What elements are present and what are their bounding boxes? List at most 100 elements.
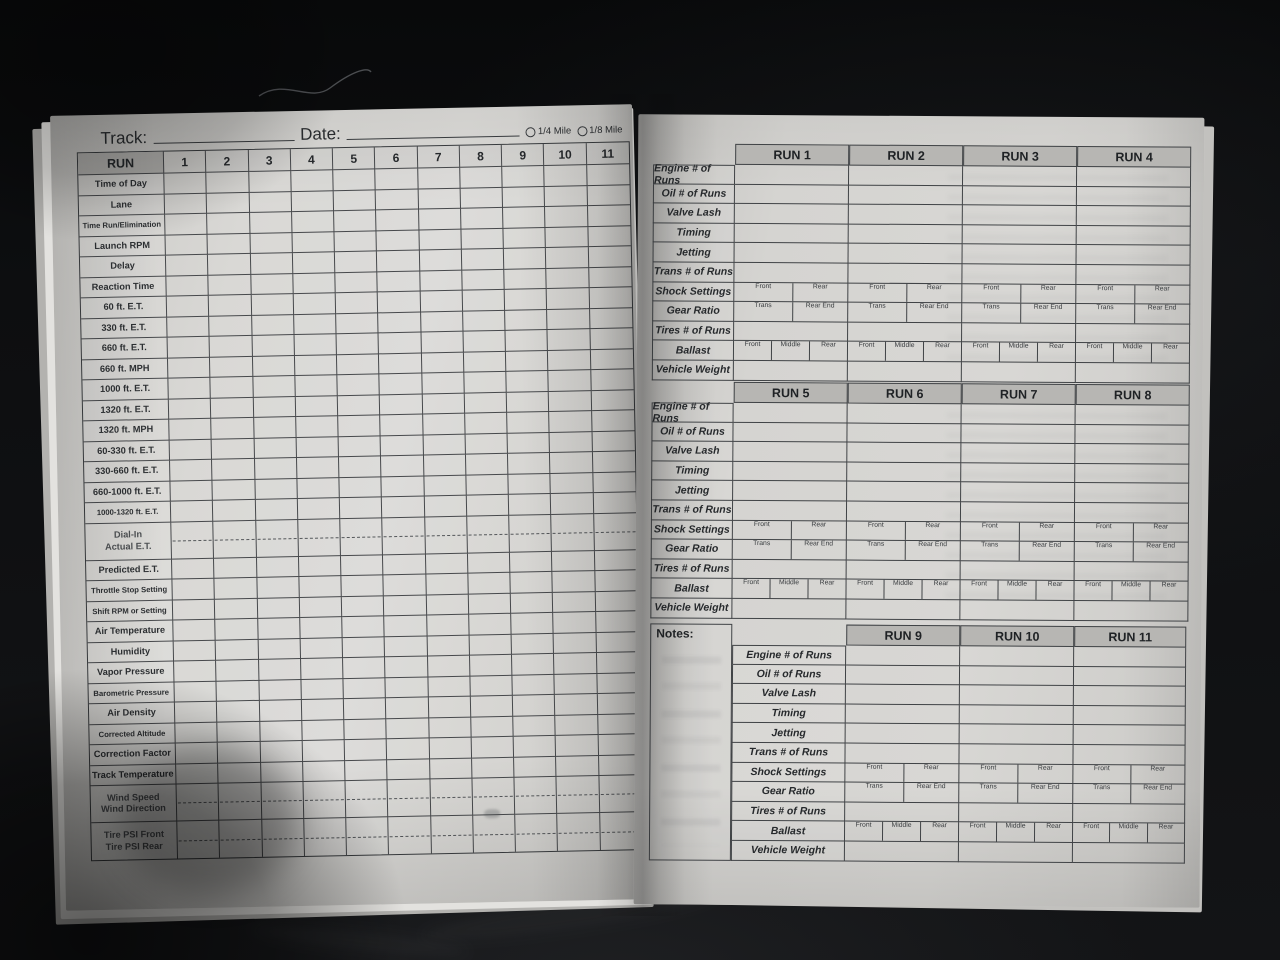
- row-label-line: 60-330 ft. E.T.: [97, 444, 156, 456]
- sub-cell-label: Rear End: [1146, 542, 1176, 550]
- grid-cell: [846, 645, 961, 666]
- sub-cell: Front: [959, 763, 1019, 783]
- run-header: RUN 4: [1077, 145, 1192, 168]
- sub-cell-label: Front: [1097, 284, 1114, 292]
- sub-cell: Rear: [1036, 581, 1073, 600]
- grid-cell: [595, 611, 639, 633]
- grid-cell: [338, 435, 382, 458]
- grid-cell: [1076, 264, 1191, 286]
- grid-cell: [504, 288, 548, 311]
- grid-cell: Front Middle Rear: [1075, 343, 1191, 364]
- grid-cell: [732, 598, 847, 620]
- sub-cell-label: Middle: [780, 341, 801, 349]
- grid-cell: [462, 289, 506, 312]
- grid-cell: [252, 355, 296, 377]
- grid-cell: Front Rear: [848, 283, 963, 304]
- grid-cell: [961, 463, 1076, 484]
- grid-cell: [505, 329, 549, 352]
- grid-cell: [848, 263, 963, 284]
- grid-cell: [551, 493, 594, 515]
- grid-cell: [505, 309, 548, 331]
- grid-cell: [294, 354, 338, 377]
- grid-cell: [423, 434, 466, 456]
- grid-cell: [588, 266, 632, 289]
- grid-cell: [550, 472, 594, 494]
- grid-cell: [254, 437, 297, 459]
- row-label: Vehicle Weight: [730, 840, 845, 862]
- row-label: Timing: [731, 703, 846, 724]
- grid-cell: [424, 495, 468, 517]
- grid-cell: [334, 251, 378, 273]
- sub-cell-label: Middle: [1008, 342, 1029, 351]
- grid-cell: Front Middle Rear: [961, 342, 1077, 363]
- row-label: 660 ft. MPH: [81, 358, 169, 381]
- sub-cell-label: Rear: [1037, 764, 1053, 772]
- sub-cell-label: Rear End: [918, 541, 948, 549]
- sub-cell: Trans: [732, 540, 792, 559]
- grid-cell: [299, 596, 343, 619]
- grid-cell: Front Middle Rear: [733, 341, 849, 362]
- sub-cell-label: Middle: [894, 342, 915, 350]
- grid-cell: [590, 348, 634, 371]
- grid-cell: [465, 412, 508, 435]
- run-header: RUN 9: [846, 624, 961, 647]
- grid-cell: [508, 493, 552, 516]
- grid-cell: [545, 206, 589, 228]
- grid-cell: [595, 590, 639, 613]
- grid-cell: [336, 333, 380, 355]
- sub-cell: Front: [958, 822, 998, 842]
- hand-shadow-lobe: [120, 745, 300, 895]
- grid-cell: [848, 322, 963, 343]
- run-number-header: 11: [586, 142, 630, 166]
- dashed-writein-line: [510, 532, 551, 535]
- grid-cell: [961, 362, 1076, 383]
- grid-cell: [589, 287, 633, 309]
- grid-cell: [547, 288, 590, 310]
- grid-cell: [463, 351, 507, 373]
- row-label: Jetting: [731, 723, 846, 744]
- grid-cell: Front Rear: [960, 521, 1075, 543]
- sub-cell-label: Trans: [981, 541, 999, 549]
- grid-cell: [471, 736, 515, 759]
- row-label: Jetting: [652, 242, 735, 263]
- grid-cell: [1076, 166, 1192, 188]
- grid-cell: [468, 593, 512, 615]
- row-label: 1320 ft. E.T.: [82, 399, 170, 422]
- sub-cell: Rear: [1020, 522, 1074, 541]
- grid-cell: [515, 813, 559, 852]
- grid-cell: [546, 267, 590, 289]
- grid-cell: [378, 312, 422, 334]
- sub-cell: Rear End: [907, 303, 961, 322]
- sub-cell-label: Front: [869, 283, 886, 291]
- grid-cell: [1075, 424, 1190, 445]
- row-label-line: 1000 ft. E.T.: [99, 383, 151, 395]
- grid-cell: [551, 513, 595, 552]
- grid-cell: [298, 555, 342, 578]
- grid-cell: [554, 653, 598, 675]
- grid-cell: [552, 550, 596, 572]
- grid-cell: [589, 307, 633, 330]
- shadow-top-left: [0, 0, 360, 250]
- grid-cell: Front Rear: [1073, 764, 1186, 785]
- sub-cell: Front: [847, 341, 887, 361]
- sub-cell-label: Front: [1086, 343, 1103, 351]
- sub-cell: Rear End: [904, 783, 958, 802]
- dashed-writein-line: [595, 530, 636, 533]
- grid-cell: [507, 411, 550, 434]
- sub-cell-label: Front: [858, 341, 875, 350]
- row-label: Air Temperature: [87, 620, 174, 643]
- sub-cell: Rear End: [1133, 542, 1187, 561]
- grid-cell: [376, 209, 420, 231]
- sub-cell: Middle: [998, 580, 1037, 600]
- sub-cell-label: Rear: [1039, 522, 1055, 530]
- grid-cell: [509, 514, 553, 553]
- sub-cell: Rear: [808, 580, 845, 599]
- grid-cell: [846, 501, 962, 522]
- sub-cell-label: Front: [867, 521, 884, 529]
- grid-cell: [961, 404, 1076, 425]
- grid-cell: [848, 165, 964, 186]
- grid-cell: [593, 471, 636, 494]
- grid-cell: [733, 481, 848, 502]
- row-label: 330 ft. E.T.: [81, 317, 168, 340]
